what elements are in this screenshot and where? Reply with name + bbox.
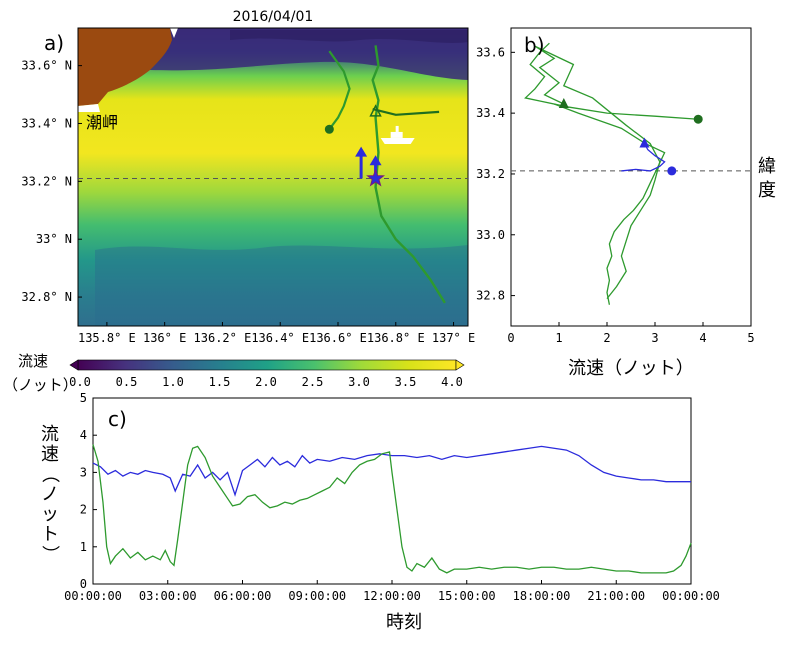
- series-line: [553, 103, 666, 305]
- end-marker: [639, 137, 650, 148]
- colorbar-ticks: 0.0 0.5 1.0 1.5 2.0 2.5 3.0 3.5 4.0: [69, 375, 463, 389]
- x-tick-label: 12:00:00: [363, 589, 421, 603]
- colorbar-tick-label: 4.0: [441, 375, 463, 389]
- panel-c-axes: 00:00:00 03:00:00 06:00:00 09:00:00 12:00:00…: [64, 391, 720, 603]
- start-marker: [667, 166, 677, 176]
- y-tick-label: 2: [80, 503, 87, 517]
- y-tick-label: 33.2: [476, 167, 505, 181]
- y-tick-label: 1: [80, 540, 87, 554]
- y-tick-label: 33.2° N: [21, 174, 72, 188]
- y-tick-label: 5: [80, 391, 87, 405]
- y-tick-label: 32.8° N: [21, 290, 72, 304]
- ylabel-char: 流: [41, 424, 59, 445]
- y-tick-label: 33.6° N: [21, 59, 72, 73]
- y-tick-label: 4: [80, 428, 87, 442]
- position-star: [366, 168, 385, 187]
- x-tick-label: 09:00:00: [288, 589, 346, 603]
- panel-b-label: b): [524, 33, 545, 57]
- colorbar-tick-label: 1.5: [209, 375, 231, 389]
- land-area: [78, 28, 172, 106]
- y-tick-label: 33.4: [476, 106, 505, 120]
- series-line: [92, 445, 691, 497]
- panel-c-label: c): [108, 407, 127, 431]
- panel-b-xlabel: 流速（ノット）: [568, 358, 694, 379]
- x-tick-label: 135.8° E: [78, 331, 136, 345]
- y-tick-label: 0: [80, 577, 87, 591]
- ship-icon: [380, 125, 415, 144]
- panel-a: 135.8° E 136° E 136.2° E 136.4° E 136.6° E 13…: [3, 9, 475, 394]
- x-tick-label: 3: [651, 331, 658, 345]
- panel-b-axes: 0 1 2 3 4 5 32.8 33.0 33.2 33.4 33.6: [476, 45, 755, 345]
- x-tick-label: 136.8° E: [367, 331, 425, 345]
- colorbar-tick-label: 3.5: [395, 375, 417, 389]
- current-arrow-head: [369, 155, 382, 166]
- x-tick-label: 136° E: [143, 331, 186, 345]
- colorbar: [69, 359, 465, 371]
- colorbar-tick-label: 3.0: [348, 375, 370, 389]
- x-tick-label: 136.4° E: [251, 331, 309, 345]
- x-tick-label: 06:00:00: [214, 589, 272, 603]
- end-marker: [369, 104, 382, 117]
- x-tick-label: 00:00:00: [64, 589, 122, 603]
- ylabel-char: ノ: [41, 484, 59, 505]
- current-field: [78, 28, 468, 326]
- panel-a-title: 2016/04/01: [233, 9, 314, 25]
- y-tick-label: 32.8: [476, 289, 505, 303]
- x-tick-label: 0: [507, 331, 514, 345]
- colorbar-label-2: （ノット）: [3, 376, 78, 394]
- end-marker: [558, 98, 569, 109]
- colorbar-tick-label: 1.0: [162, 375, 184, 389]
- x-tick-label: 00:00:00: [662, 589, 720, 603]
- series-line: [621, 143, 666, 172]
- ylabel-char: ）: [39, 545, 60, 563]
- series-line: [92, 444, 692, 574]
- series-line: [524, 42, 699, 120]
- start-marker: [693, 114, 703, 124]
- y-tick-label: 3: [80, 465, 87, 479]
- x-tick-label: 5: [747, 331, 754, 345]
- panel-a-label: a): [44, 31, 64, 55]
- x-tick-label: 1: [555, 331, 562, 345]
- panel-b: 0 1 2 3 4 5 32.8 33.0 33.2 33.4 33.6 b) 流速（ノット） 緯度: [476, 27, 776, 379]
- y-tick-label: 33.6: [476, 45, 505, 59]
- place-label: 潮岬: [86, 113, 118, 132]
- y-tick-label: 33° N: [36, 232, 72, 246]
- ship-track-line: [328, 50, 351, 130]
- x-tick-label: 21:00:00: [587, 589, 645, 603]
- ylabel-char: ッ: [41, 504, 59, 525]
- x-tick-label: 2: [603, 331, 610, 345]
- panel-c-xlabel: 時刻: [386, 612, 422, 633]
- x-tick-label: 137° E: [432, 331, 475, 345]
- x-tick-label: 136.6° E: [309, 331, 367, 345]
- colorbar-tick-label: 2.5: [302, 375, 324, 389]
- x-tick-label: 03:00:00: [139, 589, 197, 603]
- colorbar-tick-label: 0.5: [116, 375, 138, 389]
- y-tick-label: 33.4° N: [21, 116, 72, 130]
- panel-c-ylabel: 流速（ノット）: [39, 424, 60, 563]
- colorbar-tick-label: 0.0: [69, 375, 91, 389]
- panel-b-ylabel: 緯度: [758, 156, 776, 201]
- x-tick-label: 18:00:00: [513, 589, 571, 603]
- x-tick-label: 4: [699, 331, 706, 345]
- series-line: [534, 45, 661, 300]
- start-marker: [324, 124, 334, 134]
- ylabel-char: （: [39, 465, 60, 483]
- y-tick-label: 33.0: [476, 228, 505, 242]
- ylabel-char: ト: [41, 524, 59, 545]
- colorbar-tick-label: 2.0: [255, 375, 277, 389]
- ylabel-char: 速: [41, 444, 59, 465]
- x-tick-label: 15:00:00: [438, 589, 496, 603]
- ship-tracks: [78, 45, 468, 304]
- panel-c: 00:00:00 03:00:00 06:00:00 09:00:00 12:00:00…: [39, 391, 720, 633]
- current-arrow-head: [355, 146, 368, 157]
- colorbar-label-1: 流速: [18, 352, 48, 370]
- ship-track-line: [372, 107, 440, 116]
- x-tick-label: 136.2° E: [194, 331, 252, 345]
- panel-a-axes: 135.8° E 136° E 136.2° E 136.4° E 136.6° E 13…: [21, 59, 475, 345]
